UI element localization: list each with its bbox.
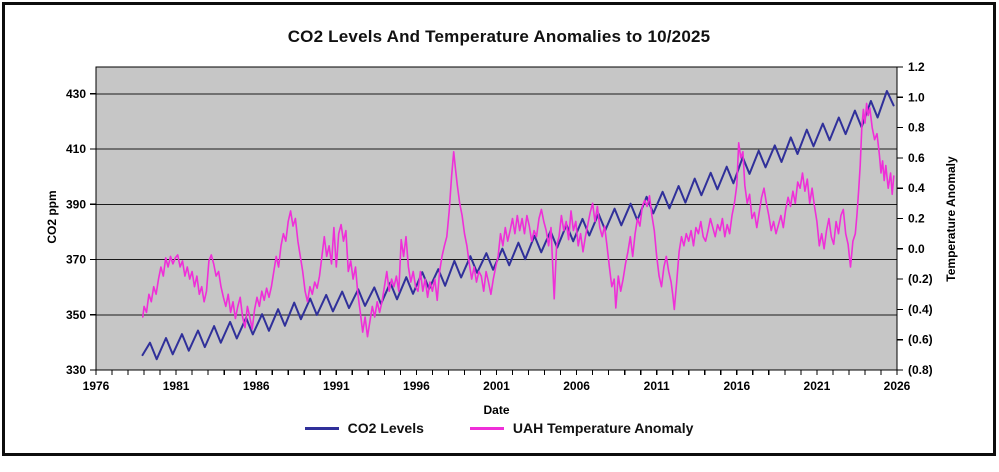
y-right-tick-label: 0.2 — [908, 212, 925, 226]
chart-frame: CO2 Levels And Temperature Anomalies to … — [2, 2, 996, 456]
x-tick-label: 2006 — [563, 379, 590, 393]
x-tick-label: 1991 — [323, 379, 350, 393]
y-right-tick-label: 0.0 — [908, 242, 925, 256]
y-right-tick-label: 1.0 — [908, 90, 925, 104]
y-left-tick-label: 390 — [66, 197, 86, 211]
y-left-tick-label: 330 — [66, 363, 86, 377]
y-right-tick-label: 0.8 — [908, 121, 925, 135]
co2-line-swatch — [304, 426, 339, 430]
x-tick-label: 2011 — [644, 379, 670, 393]
legend: CO2 Levels UAH Temperature Anomaly — [5, 420, 993, 436]
y-right-tick-label: (0.4) — [908, 302, 933, 316]
y-right-tick-label: 0.4 — [908, 181, 925, 195]
x-tick-label: 1976 — [83, 379, 110, 393]
x-tick-label: 1986 — [243, 379, 270, 393]
y-left-tick-label: 370 — [66, 253, 86, 267]
legend-label-co2: CO2 Levels — [347, 420, 424, 436]
y-right-tick-label: 1.2 — [908, 60, 925, 74]
x-tick-label: 2021 — [804, 379, 831, 393]
y-right-tick-label: (0.6) — [908, 333, 933, 347]
uah-line-swatch — [469, 426, 504, 430]
uah-series-line — [142, 102, 895, 338]
y-left-tick-label: 410 — [66, 142, 86, 156]
legend-item-uah: UAH Temperature Anomaly — [469, 420, 694, 436]
y-left-tick-label: 350 — [66, 308, 86, 322]
x-axis-title: Date — [483, 403, 510, 417]
y-right-axis-title: Temperature Anomaly — [944, 156, 958, 282]
y-right-tick-label: 0.6 — [908, 151, 925, 165]
y-right-tick-label: (0.8) — [908, 363, 933, 377]
x-tick-label: 1981 — [163, 379, 190, 393]
y-left-tick-label: 430 — [66, 87, 86, 101]
y-left-axis-title: CO2 ppm — [45, 190, 59, 244]
x-tick-label: 2016 — [723, 379, 750, 393]
x-tick-label: 2026 — [884, 379, 911, 393]
y-right-tick-label: (0.2) — [908, 272, 933, 286]
x-tick-label: 1996 — [403, 379, 430, 393]
plot-background — [96, 67, 897, 370]
x-tick-label: 2001 — [483, 379, 510, 393]
chart-title: CO2 Levels And Temperature Anomalies to … — [287, 27, 711, 46]
legend-item-co2: CO2 Levels — [304, 420, 424, 436]
legend-label-uah: UAH Temperature Anomaly — [512, 420, 694, 436]
plot-area: 1976 1981 1986 1991 1996 2001 2006 2011 2016 2021… — [66, 60, 933, 393]
co2-series-line — [141, 90, 895, 361]
